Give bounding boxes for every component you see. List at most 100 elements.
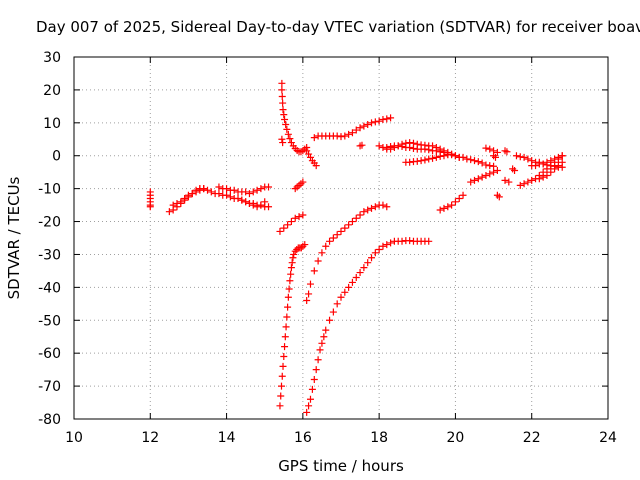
data-point <box>352 273 360 281</box>
data-point <box>282 120 290 128</box>
series-arc-10 <box>291 178 307 193</box>
y-tick-label: -50 <box>38 313 61 329</box>
y-tick-label: -70 <box>38 379 61 395</box>
data-point <box>279 99 287 107</box>
data-point <box>486 145 494 153</box>
data-point <box>463 155 471 163</box>
data-point <box>413 157 421 165</box>
data-point <box>364 206 372 214</box>
data-point <box>432 147 440 155</box>
data-point <box>394 142 402 150</box>
data-point <box>467 178 475 186</box>
series-arc-15 <box>402 151 452 166</box>
data-point <box>333 132 341 140</box>
data-point <box>368 254 376 262</box>
data-point <box>291 247 299 255</box>
x-tick-label: 20 <box>447 430 465 446</box>
data-point <box>245 190 253 198</box>
x-tick-label: 22 <box>523 430 541 446</box>
data-point <box>284 130 292 138</box>
y-tick-label: -80 <box>38 412 61 428</box>
data-point <box>486 162 494 170</box>
data-point <box>279 139 287 147</box>
data-point <box>280 111 288 119</box>
data-point <box>308 385 316 393</box>
data-point <box>543 171 551 179</box>
data-point <box>455 195 463 203</box>
data-point <box>356 124 364 132</box>
data-point <box>282 323 290 331</box>
data-point <box>356 211 364 219</box>
data-point <box>242 198 250 206</box>
data-point <box>299 178 307 186</box>
data-point <box>310 376 318 384</box>
data-point <box>286 277 294 285</box>
data-point <box>368 119 376 127</box>
data-point <box>490 168 498 176</box>
data-point <box>352 126 360 134</box>
data-point <box>535 175 543 183</box>
data-point <box>215 190 223 198</box>
data-point <box>493 148 501 156</box>
series-arc-32 <box>303 237 433 416</box>
data-point <box>305 402 313 410</box>
data-point <box>368 204 376 212</box>
data-point <box>341 132 349 140</box>
series-arc-24 <box>501 176 513 186</box>
data-point <box>288 259 296 267</box>
data-point <box>299 211 307 219</box>
plot-frame <box>73 56 609 420</box>
data-point <box>295 213 303 221</box>
series-arc-30 <box>276 241 309 410</box>
data-point <box>451 198 459 206</box>
data-point <box>318 339 326 347</box>
data-point <box>337 293 345 301</box>
data-point <box>352 214 360 222</box>
series-arc-16 <box>436 191 467 214</box>
data-point <box>322 242 330 250</box>
data-point <box>448 201 456 209</box>
series-arc-1 <box>146 188 154 211</box>
x-tick-label: 14 <box>218 430 236 446</box>
data-point <box>310 267 318 275</box>
series-arc-21 <box>490 152 499 161</box>
data-point <box>276 402 284 410</box>
series-arc-8 <box>278 135 287 147</box>
data-point <box>287 264 295 272</box>
data-point <box>238 196 246 204</box>
data-point <box>249 201 257 209</box>
data-point <box>345 130 353 138</box>
data-point <box>278 372 286 380</box>
axis-ticks: 10 12 14 16 18 20 22 24 30 20 10 0 -10 -20 -30 -40 -50 -6… <box>38 50 617 446</box>
data-point <box>467 156 475 164</box>
data-point <box>278 79 286 87</box>
data-point <box>265 203 273 211</box>
data-point <box>387 114 395 122</box>
data-point <box>348 129 356 137</box>
data-point <box>474 158 482 166</box>
data-point <box>493 167 501 175</box>
data-point <box>379 116 387 124</box>
data-point <box>245 199 253 207</box>
data-point <box>503 148 511 156</box>
data-point <box>303 297 311 305</box>
data-point <box>329 234 337 242</box>
data-point <box>341 224 349 232</box>
data-point <box>520 153 528 161</box>
data-point <box>444 203 452 211</box>
series-arc-12 <box>356 141 366 150</box>
x-tick-label: 10 <box>65 430 83 446</box>
data-point <box>192 188 200 196</box>
data-point <box>383 144 391 151</box>
data-point <box>278 135 286 143</box>
y-tick-label: -30 <box>38 247 61 263</box>
series-arc-9 <box>303 147 320 170</box>
data-point <box>387 239 395 247</box>
data-point <box>337 133 345 141</box>
y-axis-title: SDTVAR / TECUs <box>5 176 23 299</box>
data-point <box>165 208 173 216</box>
data-point <box>482 161 490 169</box>
y-tick-label: 0 <box>52 149 61 165</box>
data-point <box>281 333 289 341</box>
